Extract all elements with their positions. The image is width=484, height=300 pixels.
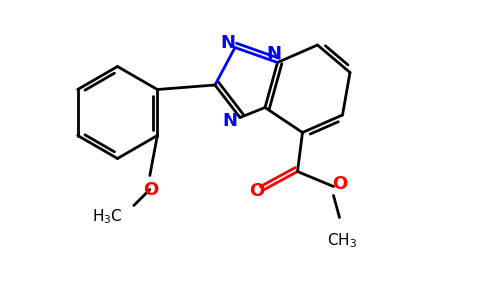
Text: H$_3$C: H$_3$C: [91, 208, 122, 226]
Text: CH$_3$: CH$_3$: [327, 232, 357, 250]
Text: O: O: [332, 175, 347, 193]
Text: O: O: [143, 181, 158, 199]
Text: N: N: [223, 112, 238, 130]
Text: N: N: [266, 45, 281, 63]
Text: N: N: [220, 34, 235, 52]
Text: O: O: [249, 182, 264, 200]
